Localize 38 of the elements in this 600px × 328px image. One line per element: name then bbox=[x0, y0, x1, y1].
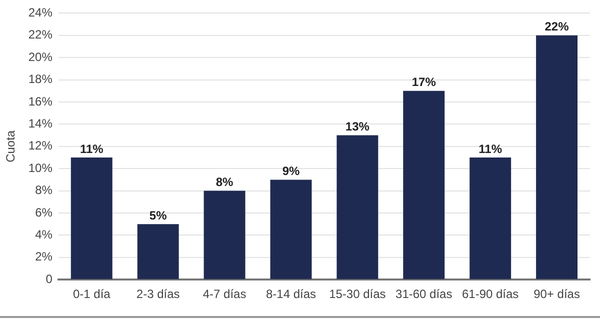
bar bbox=[70, 158, 112, 280]
bar bbox=[536, 35, 578, 280]
bar bbox=[270, 180, 312, 280]
y-tick-label: 8% bbox=[35, 183, 53, 198]
y-tick-label: 24% bbox=[28, 6, 53, 20]
data-label: 5% bbox=[149, 208, 168, 222]
x-tick-label: 61-90 días bbox=[462, 287, 519, 302]
data-label: 11% bbox=[80, 142, 104, 156]
y-tick-label: 2% bbox=[35, 250, 53, 264]
data-label: 13% bbox=[345, 120, 370, 134]
y-tick-label: 4% bbox=[35, 228, 53, 242]
x-tick-label: 90+ días bbox=[534, 287, 580, 302]
y-tick-label: 18% bbox=[28, 72, 53, 86]
y-axis-title: Cuota bbox=[4, 130, 18, 162]
x-tick-label: 15-30 días bbox=[329, 287, 386, 302]
y-tick-label: 22% bbox=[28, 28, 53, 42]
y-tick-label: 10% bbox=[28, 160, 53, 175]
y-tick-label: 20% bbox=[28, 50, 53, 64]
data-label: 22% bbox=[544, 20, 570, 34]
data-label: 8% bbox=[216, 175, 234, 190]
x-tick-label: 4-7 días bbox=[202, 287, 246, 302]
y-tick-label: 6% bbox=[35, 205, 53, 220]
data-label: 9% bbox=[282, 164, 300, 178]
y-tick-label: 12% bbox=[28, 138, 53, 153]
x-tick-label: 0-1 día bbox=[72, 287, 111, 302]
bar bbox=[336, 135, 378, 280]
x-tick-label: 2-3 días bbox=[136, 287, 180, 302]
bar bbox=[137, 224, 179, 280]
data-label: 11% bbox=[478, 142, 502, 156]
y-tick-label: 16% bbox=[28, 94, 53, 108]
y-tick-label: 0 bbox=[46, 272, 53, 286]
bar bbox=[403, 90, 445, 280]
x-tick-label: 31-60 días bbox=[396, 287, 452, 302]
bar bbox=[204, 190, 246, 280]
y-tick-label: 14% bbox=[28, 116, 53, 131]
x-tick-label: 8-14 días bbox=[266, 287, 316, 302]
bar bbox=[470, 158, 512, 280]
data-label: 17% bbox=[412, 75, 436, 90]
